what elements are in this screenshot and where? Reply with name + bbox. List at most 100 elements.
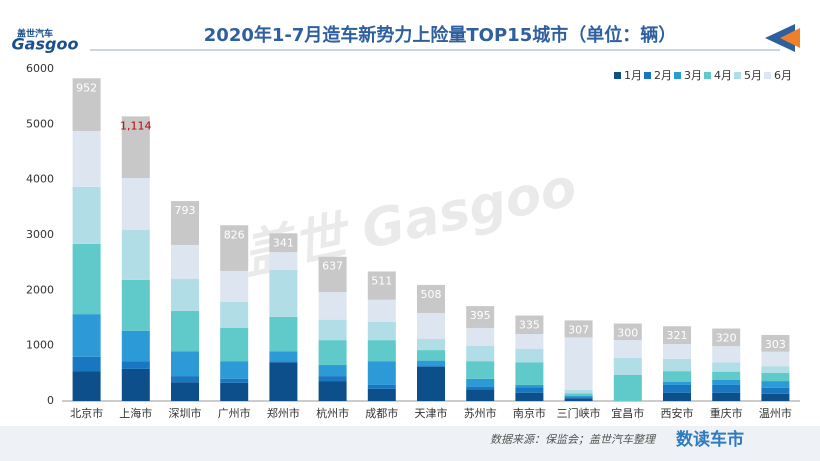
bar-segment [564, 393, 593, 397]
bar-segment [761, 351, 790, 367]
bar-segment [417, 360, 445, 366]
legend-label: 4月 [714, 69, 732, 82]
value-label: 508 [421, 288, 442, 301]
bar-segment [171, 201, 199, 245]
x-tick-label: 上海市 [119, 406, 152, 420]
bar-segment [220, 327, 249, 362]
x-tick-label: 郑州市 [267, 406, 300, 420]
bar-segment [417, 350, 445, 361]
y-tick-label: 2000 [26, 283, 54, 296]
bar-segment [269, 351, 298, 362]
value-label: 307 [568, 323, 589, 336]
x-tick-label: 苏州市 [464, 406, 497, 420]
bar-segment [712, 328, 741, 347]
value-label: 321 [667, 329, 688, 342]
bar-segment [220, 270, 249, 302]
chart-title: 2020年1-7月造车新势力上险量TOP15城市（单位：辆） [204, 24, 676, 46]
bar-segment [121, 330, 150, 362]
bar-segment [466, 327, 495, 346]
bar-segment [121, 279, 150, 331]
bar-segment [515, 315, 544, 335]
bar-segment [318, 256, 347, 292]
y-tick-label: 1000 [26, 339, 54, 352]
bar-segment [121, 368, 150, 401]
bar-segment [417, 339, 445, 351]
bar-segment [417, 284, 445, 314]
bar-segment [220, 301, 249, 328]
value-label: 952 [76, 81, 97, 94]
bar-segment [171, 351, 199, 377]
bar-segment [466, 378, 495, 387]
x-tick-label: 深圳市 [169, 406, 202, 420]
value-label: 793 [175, 204, 196, 217]
bar-segment [318, 319, 347, 341]
legend-swatch [764, 72, 771, 79]
bar-segment [367, 299, 396, 322]
bar-segment [564, 337, 593, 390]
bar-segment [121, 230, 150, 280]
bar-segment [121, 178, 150, 231]
legend-label: 5月 [744, 69, 762, 82]
legend-swatch [674, 72, 681, 79]
legend-swatch [734, 72, 741, 79]
source: 数据来源：保监会；盖世汽车整理 [490, 433, 657, 446]
value-label: 511 [371, 274, 392, 287]
x-tick-label: 成都市 [365, 406, 398, 420]
bar-segment [613, 340, 642, 358]
legend-label: 2月 [654, 69, 672, 82]
bar-segment [466, 389, 495, 401]
bar-segment [663, 358, 691, 372]
value-label: 395 [470, 309, 491, 322]
bar-segment [171, 310, 199, 352]
bar-segment [466, 361, 495, 379]
x-tick-label: 三门峡市 [557, 406, 601, 420]
bar-segment [269, 361, 298, 363]
bar-segment [663, 381, 691, 385]
bar-segment [564, 396, 593, 398]
bar-segment [72, 356, 101, 372]
bar-segment [761, 393, 790, 401]
brand: 数读车市 [676, 429, 744, 450]
bar-segment [318, 365, 347, 377]
bar-segment [712, 362, 741, 372]
bar-segment [761, 334, 790, 352]
bar-segment [171, 382, 199, 401]
value-label: 300 [617, 327, 638, 340]
x-tick-label: 温州市 [759, 406, 792, 420]
x-tick-label: 西安市 [661, 406, 694, 420]
value-label: 1,114 [120, 119, 152, 132]
bar-segment [515, 384, 544, 388]
bar-segment [269, 269, 298, 317]
bar-segment [515, 348, 544, 363]
legend-label: 1月 [624, 69, 642, 82]
bar-segment [367, 388, 396, 401]
bar-segment [318, 376, 347, 382]
value-label: 303 [765, 338, 786, 351]
bar-segment [72, 186, 101, 244]
bar-segment [121, 361, 150, 369]
bar-segment [564, 398, 593, 401]
bar-segment [466, 306, 495, 328]
bar-segment [515, 362, 544, 385]
bar-segment [269, 362, 298, 401]
bar-segment [564, 320, 593, 338]
value-label: 335 [519, 319, 540, 332]
bar-segment [761, 387, 790, 394]
bar-segment [663, 384, 691, 393]
bar-segment [515, 334, 544, 349]
bar-segment [72, 243, 101, 315]
bar-segment [72, 78, 101, 131]
bar-segment [761, 366, 790, 373]
y-tick-label: 0 [47, 394, 54, 407]
logo-cn: 盖世汽车 [17, 28, 53, 40]
x-tick-label: 北京市 [70, 406, 103, 420]
x-tick-label: 南京市 [513, 406, 546, 420]
bar-segment [466, 345, 495, 362]
bar-segment [663, 326, 691, 345]
bar-segment [613, 374, 642, 401]
bar-segment [367, 271, 396, 300]
bar-segment [220, 361, 249, 379]
bar-segment [72, 314, 101, 357]
bar-segment [269, 316, 298, 352]
value-label: 341 [273, 236, 294, 249]
